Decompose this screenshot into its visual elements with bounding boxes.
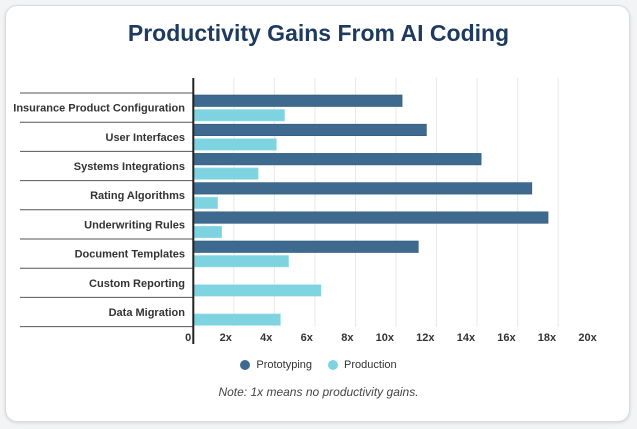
bar-prototyping — [193, 211, 549, 224]
bar-production — [193, 167, 259, 180]
x-tick-label: 6x — [301, 332, 314, 344]
category-label: Underwriting Rules — [84, 219, 185, 231]
legend-swatch-production — [328, 360, 339, 370]
bar-production — [193, 226, 222, 239]
legend-label: Prototyping — [256, 359, 313, 371]
x-tick-label: 0 — [185, 332, 191, 344]
category-label: Custom Reporting — [89, 278, 185, 290]
bar-prototyping — [193, 94, 403, 107]
x-tick-label: 2x — [220, 332, 233, 344]
x-tick-label: 12x — [416, 332, 435, 344]
bar-production — [193, 313, 281, 326]
bar-production — [193, 196, 218, 209]
bar-production — [193, 109, 285, 122]
legend: Prototyping Production — [0, 359, 637, 371]
chart-title: Productivity Gains From AI Coding — [127, 20, 510, 46]
category-label: Rating Algorithms — [90, 190, 185, 202]
bar-prototyping — [193, 182, 533, 195]
bar-production — [193, 138, 277, 151]
bar-production — [193, 255, 289, 268]
x-tick-label: 8x — [341, 332, 354, 344]
bar-prototyping — [193, 240, 419, 253]
x-tick-label: 18x — [538, 332, 557, 344]
legend-item-prototyping[interactable]: Prototyping — [240, 359, 312, 371]
category-label: Data Migration — [109, 307, 186, 319]
legend-swatch-prototyping — [240, 360, 251, 370]
category-label: Document Templates — [75, 249, 185, 261]
legend-label: Production — [344, 359, 397, 371]
bar-prototyping — [193, 153, 482, 166]
category-label: Systems Integrations — [74, 161, 185, 173]
x-tick-label: 16x — [497, 332, 516, 344]
chart-note: Note: 1x means no productivity gains. — [218, 385, 419, 399]
x-tick-label: 10x — [376, 332, 395, 344]
category-label: User Interfaces — [106, 132, 186, 144]
bar-prototyping — [193, 123, 427, 136]
x-tick-label: 20x — [578, 332, 597, 344]
x-tick-label: 4x — [260, 332, 273, 344]
legend-item-production[interactable]: Production — [328, 359, 397, 371]
bar-production — [193, 284, 322, 297]
x-tick-label: 14x — [457, 332, 476, 344]
category-label: Insurance Product Configuration — [13, 103, 185, 115]
